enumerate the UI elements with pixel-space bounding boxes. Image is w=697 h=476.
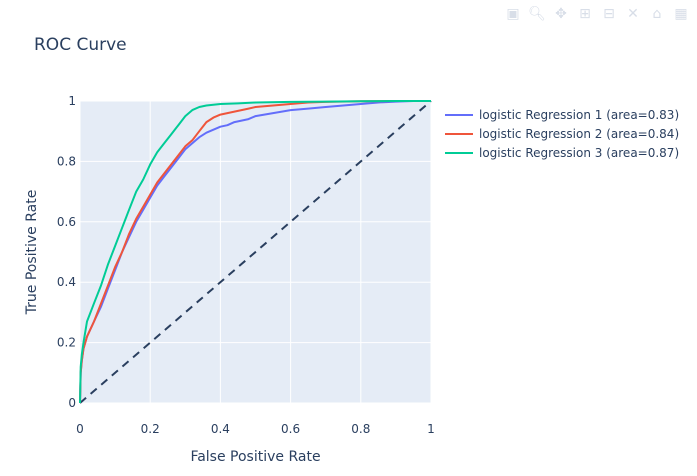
tick-labels: 0 0.2 0.4 0.6 0.8 1 0 0.2 0.4 0.6 0.8 1 <box>57 94 435 436</box>
x-axis-title: False Positive Rate <box>190 449 320 465</box>
y-tick-label: 0.4 <box>57 275 76 289</box>
y-tick-label: 0.8 <box>57 154 76 168</box>
x-tick-label: 0.4 <box>211 422 230 436</box>
legend-item-2[interactable]: logistic Regression 2 (area=0.84) <box>445 127 679 141</box>
pan-icon[interactable]: ✥ <box>555 6 567 22</box>
y-tick-label: 0.6 <box>57 215 76 229</box>
reset-axes-icon[interactable]: ⌂ <box>652 6 662 22</box>
legend-item-1[interactable]: logistic Regression 1 (area=0.83) <box>445 108 679 122</box>
diagonal-reference-line <box>79 100 432 404</box>
zoom-in-icon[interactable]: ⊞ <box>579 6 591 22</box>
x-tick-label: 1 <box>427 422 435 436</box>
camera-icon[interactable]: ▣ <box>506 6 520 22</box>
y-tick-label: 0.2 <box>57 336 76 350</box>
zoom-out-icon[interactable]: ⊟ <box>603 6 615 22</box>
gridlines <box>79 100 432 404</box>
x-tick-label: 0.6 <box>281 422 300 436</box>
y-axis-title: True Positive Rate <box>24 190 40 316</box>
x-tick-label: 0.2 <box>141 422 160 436</box>
modebar: ▣ 🔍︎ ✥ ⊞ ⊟ ✕ ⌂ ▦ <box>503 4 691 24</box>
x-tick-label: 0 <box>76 422 84 436</box>
legend-item-3[interactable]: logistic Regression 3 (area=0.87) <box>445 146 679 160</box>
x-tick-label: 0.8 <box>351 422 370 436</box>
legend-label: logistic Regression 2 (area=0.84) <box>479 127 679 141</box>
legend: logistic Regression 1 (area=0.83) logisti… <box>445 108 679 160</box>
plotly-logo-icon[interactable]: ▦ <box>674 6 688 22</box>
y-tick-label: 0 <box>68 396 76 410</box>
series-layer <box>79 100 432 404</box>
chart-title: ROC Curve <box>34 35 127 55</box>
series-line-3[interactable] <box>79 100 431 404</box>
autoscale-icon[interactable]: ✕ <box>627 6 639 22</box>
series-line-1[interactable] <box>79 100 431 404</box>
series-line-2[interactable] <box>79 100 431 404</box>
y-tick-label: 1 <box>68 94 76 108</box>
legend-label: logistic Regression 3 (area=0.87) <box>479 146 679 160</box>
zoom-icon[interactable]: 🔍︎ <box>528 6 546 22</box>
legend-label: logistic Regression 1 (area=0.83) <box>479 108 679 122</box>
